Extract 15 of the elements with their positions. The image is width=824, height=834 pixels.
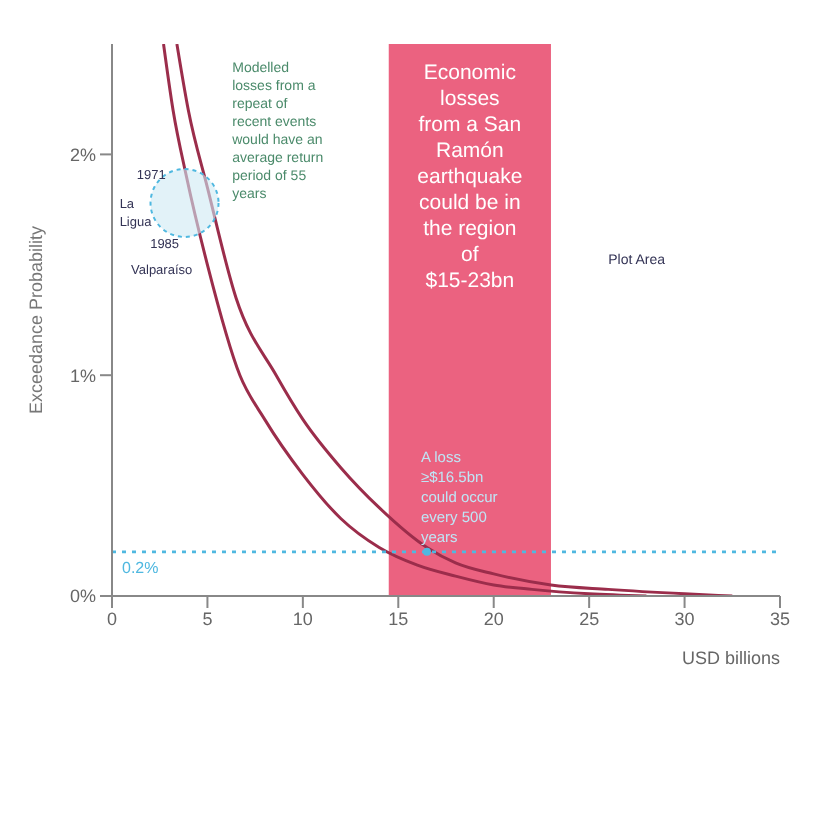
x-tick-label: 15: [388, 608, 409, 629]
text: Economic losses from a San Ramón earthquake could be in the region of $15-23bn: [417, 60, 523, 293]
x-tick-label: 5: [202, 608, 213, 629]
x-axis-title: USD billions: [681, 648, 781, 668]
y-axis-title: Exceedance Probability: [26, 224, 47, 415]
x-tick-label: 20: [483, 608, 504, 629]
x-tick-label: 0: [106, 608, 118, 629]
y-tick-label: 2%: [69, 144, 96, 165]
x-tick-label: 25: [579, 608, 600, 629]
x-tick-label: 35: [769, 608, 791, 629]
y-tick-label: 1%: [69, 365, 96, 386]
x-tick-label: 10: [292, 608, 313, 629]
ref-line-label: 0.2%: [122, 559, 159, 578]
y-tick-label: 0%: [69, 586, 96, 607]
x-tick-label: 30: [674, 608, 695, 629]
